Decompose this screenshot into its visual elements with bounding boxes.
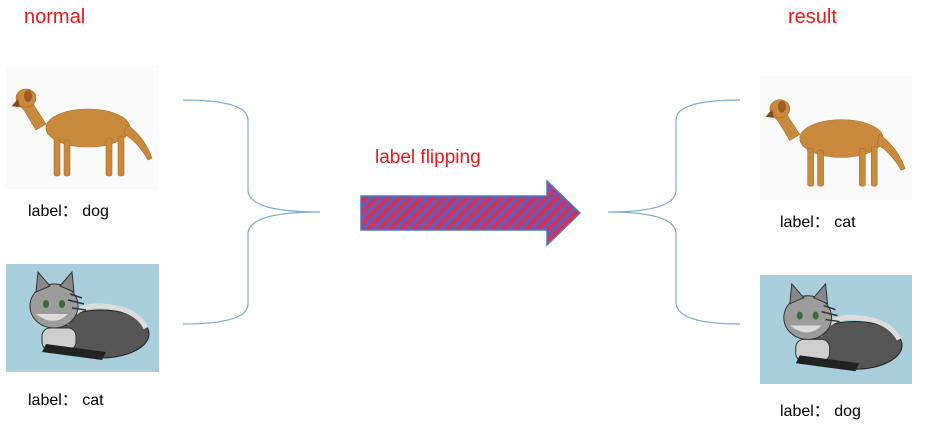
cat-image-right — [760, 275, 912, 384]
dog-image-left — [6, 66, 159, 189]
dog-image-right — [760, 76, 912, 200]
right-dog-caption: label： cat — [780, 214, 856, 231]
right-brace — [607, 99, 741, 325]
cat-image-left — [6, 264, 159, 372]
heading-normal: normal — [24, 6, 86, 28]
heading-result: result — [788, 6, 837, 28]
right-cat-caption: label： dog — [780, 403, 861, 420]
left-brace — [182, 99, 321, 325]
arrow-label: label flipping — [375, 147, 481, 168]
left-dog-caption: label： dog — [28, 203, 109, 220]
left-cat-caption: label： cat — [28, 392, 104, 409]
label-flipping-arrow — [360, 179, 582, 247]
